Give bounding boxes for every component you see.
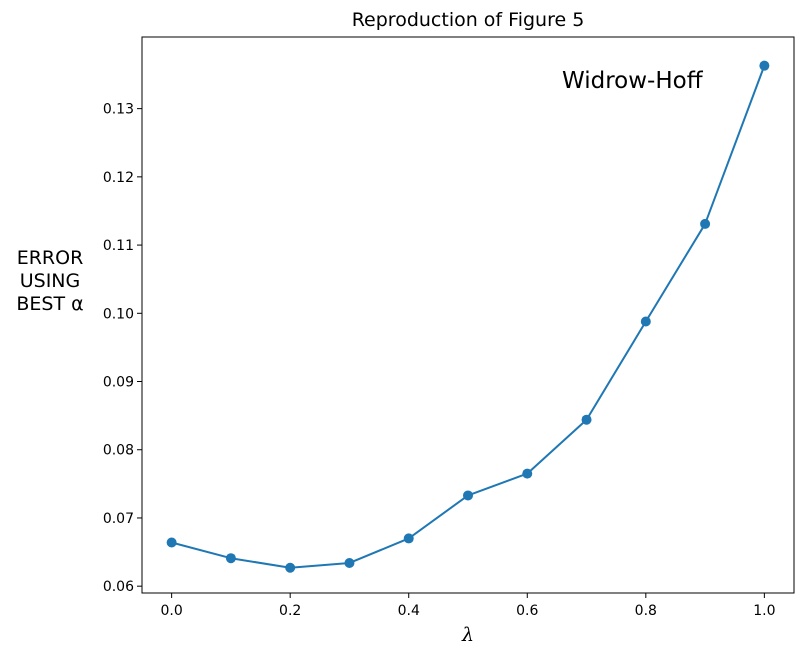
data-point: [403, 533, 414, 544]
y-tick-label: 0.11: [103, 238, 134, 254]
data-point: [640, 316, 651, 327]
y-tick-label: 0.09: [103, 375, 134, 391]
x-tick-label: 0.6: [516, 603, 538, 619]
y-axis-label-line-3: BEST α: [16, 293, 83, 315]
x-tick-label: 0.2: [279, 603, 301, 619]
x-tick-label: 1.0: [753, 603, 775, 619]
y-tick-label: 0.08: [103, 443, 134, 459]
x-axis: 0.0 0.2 0.4 0.6 0.8 1.0: [161, 593, 775, 619]
data-point: [166, 537, 177, 548]
data-point: [285, 562, 296, 573]
data-point: [344, 557, 355, 568]
data-point: [522, 468, 533, 479]
x-tick-label: 0.8: [635, 603, 657, 619]
x-axis-label: λ: [461, 624, 474, 646]
x-tick-label: 0.0: [161, 603, 183, 619]
plot-frame: [141, 36, 795, 594]
data-point: [463, 490, 473, 501]
y-tick-label: 0.06: [103, 579, 134, 595]
y-tick-label: 0.12: [103, 170, 134, 186]
y-tick-label: 0.13: [103, 102, 134, 118]
y-tick-label: 0.07: [103, 511, 134, 527]
data-point: [225, 553, 236, 564]
data-point: [581, 414, 592, 425]
y-axis-label: ERROR USING BEST α: [16, 247, 83, 315]
x-tick-label: 0.4: [398, 603, 420, 619]
y-axis-label-line-2: USING: [20, 270, 81, 292]
series-annotation: Widrow-Hoff: [562, 68, 704, 94]
series-layer: [166, 60, 770, 573]
chart-title: Reproduction of Figure 5: [352, 9, 585, 31]
y-tick-label: 0.10: [103, 306, 134, 322]
data-point: [759, 60, 770, 71]
plot-area: 0.0 0.2 0.4 0.6 0.8 1.0 0.060.070.080.090.100…: [103, 36, 795, 619]
y-axis: 0.06 0.07 0.08 0.09 0.10 0.11 0.12 0.13: [103, 102, 142, 595]
data-point: [700, 218, 711, 229]
y-axis-label-line-1: ERROR: [17, 247, 84, 269]
